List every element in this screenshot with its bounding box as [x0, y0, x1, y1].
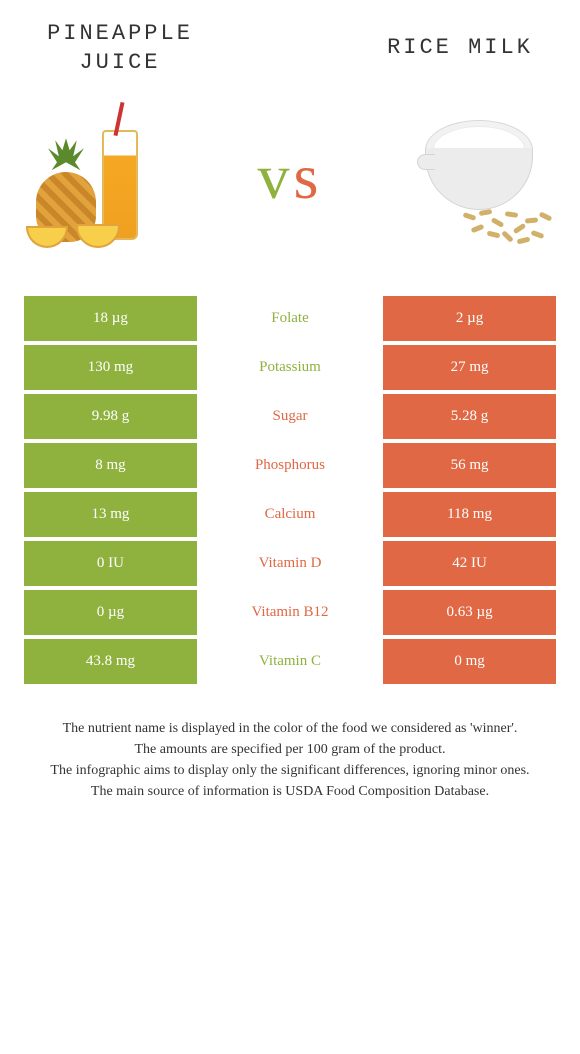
- nutrient-label-cell: Vitamin C: [201, 639, 379, 684]
- left-value-cell: 8 mg: [24, 443, 197, 488]
- nutrient-table: 18 µgFolate2 µg130 mgPotassium27 mg9.98 …: [20, 292, 560, 688]
- footer-notes: The nutrient name is displayed in the co…: [20, 718, 560, 802]
- table-row: 0 IUVitamin D42 IU: [24, 541, 556, 586]
- table-row: 13 mgCalcium118 mg: [24, 492, 556, 537]
- right-food-image: [400, 97, 560, 257]
- nutrient-label-cell: Sugar: [201, 394, 379, 439]
- right-value-cell: 56 mg: [383, 443, 556, 488]
- infographic-container: Pineapple juice Rice milk vs: [0, 0, 580, 802]
- rice-milk-icon: [405, 102, 555, 252]
- left-value-cell: 18 µg: [24, 296, 197, 341]
- nutrient-label-cell: Vitamin D: [201, 541, 379, 586]
- footer-line: The amounts are specified per 100 gram o…: [30, 739, 550, 760]
- left-value-cell: 43.8 mg: [24, 639, 197, 684]
- footer-line: The nutrient name is displayed in the co…: [30, 718, 550, 739]
- table-row: 18 µgFolate2 µg: [24, 296, 556, 341]
- right-value-cell: 27 mg: [383, 345, 556, 390]
- nutrient-label-cell: Folate: [201, 296, 379, 341]
- footer-line: The infographic aims to display only the…: [30, 760, 550, 781]
- footer-line: The main source of information is USDA F…: [30, 781, 550, 802]
- vs-label: vs: [258, 140, 323, 214]
- images-row: vs: [20, 92, 560, 262]
- left-value-cell: 0 IU: [24, 541, 197, 586]
- right-value-cell: 2 µg: [383, 296, 556, 341]
- right-value-cell: 5.28 g: [383, 394, 556, 439]
- nutrient-table-body: 18 µgFolate2 µg130 mgPotassium27 mg9.98 …: [24, 296, 556, 684]
- nutrient-label-cell: Potassium: [201, 345, 379, 390]
- right-value-cell: 42 IU: [383, 541, 556, 586]
- left-value-cell: 130 mg: [24, 345, 197, 390]
- left-value-cell: 9.98 g: [24, 394, 197, 439]
- table-row: 130 mgPotassium27 mg: [24, 345, 556, 390]
- left-value-cell: 13 mg: [24, 492, 197, 537]
- table-row: 8 mgPhosphorus56 mg: [24, 443, 556, 488]
- nutrient-label-cell: Vitamin B12: [201, 590, 379, 635]
- pineapple-juice-icon: [30, 102, 170, 252]
- left-value-cell: 0 µg: [24, 590, 197, 635]
- right-food-title: Rice milk: [360, 34, 560, 63]
- right-value-cell: 118 mg: [383, 492, 556, 537]
- rice-grains-icon: [461, 208, 555, 248]
- right-value-cell: 0 mg: [383, 639, 556, 684]
- left-food-title: Pineapple juice: [20, 20, 220, 77]
- table-row: 9.98 gSugar5.28 g: [24, 394, 556, 439]
- table-row: 0 µgVitamin B120.63 µg: [24, 590, 556, 635]
- table-row: 43.8 mgVitamin C0 mg: [24, 639, 556, 684]
- left-food-image: [20, 97, 180, 257]
- right-value-cell: 0.63 µg: [383, 590, 556, 635]
- nutrient-label-cell: Calcium: [201, 492, 379, 537]
- nutrient-label-cell: Phosphorus: [201, 443, 379, 488]
- titles-row: Pineapple juice Rice milk: [20, 20, 560, 77]
